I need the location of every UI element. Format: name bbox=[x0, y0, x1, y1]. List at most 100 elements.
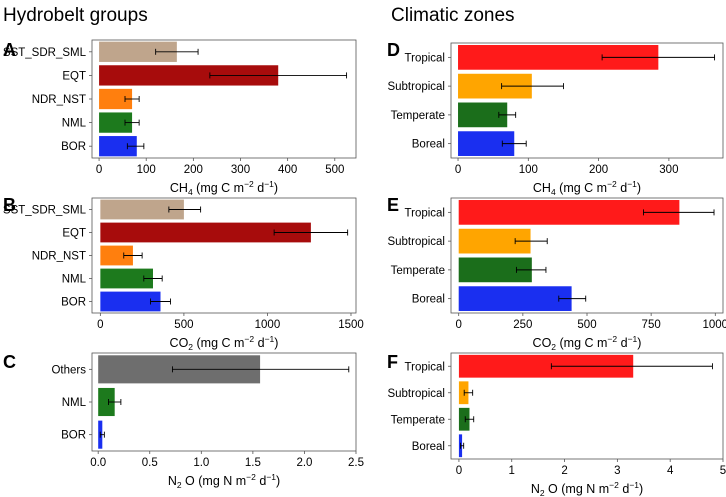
x-axis-label-sup2: −1 bbox=[627, 179, 637, 189]
bar-eqt bbox=[100, 222, 311, 243]
x-tick-label: 500 bbox=[174, 319, 193, 331]
category-label-boreal: Boreal bbox=[412, 294, 445, 306]
error-bar-boreal bbox=[558, 295, 587, 302]
x-tick-label: 1000 bbox=[255, 319, 281, 331]
x-tick-label: 250 bbox=[513, 319, 532, 331]
bar-sst-sdr-sml bbox=[100, 199, 184, 220]
error-bar-tropical bbox=[601, 54, 716, 61]
x-axis-label-sub: 4 bbox=[551, 187, 556, 197]
bar-nml bbox=[98, 387, 115, 417]
plot-frame bbox=[450, 42, 724, 159]
x-tick-label: 100 bbox=[519, 164, 538, 176]
category-label-bor: BOR bbox=[61, 430, 86, 442]
x-axis-label-sub: 2 bbox=[540, 488, 545, 497]
category-label-temperate: Temperate bbox=[391, 265, 445, 277]
x-axis-label-mid: (mg C m bbox=[193, 336, 244, 350]
x-axis-label: N2 O (mg N m−2 d−1) bbox=[168, 472, 280, 490]
bar-ndr-nst bbox=[99, 88, 133, 110]
category-label-boreal: Boreal bbox=[412, 441, 445, 453]
x-axis-label-sup2: −1 bbox=[264, 179, 274, 189]
x-axis-label-pre: CO bbox=[170, 336, 189, 350]
error-bar-subtropical bbox=[463, 389, 474, 396]
category-label-eqt: EQT bbox=[62, 70, 86, 82]
error-bar-nml bbox=[124, 119, 140, 126]
panel-f: F Tropical Subtropical Temperate Boreal 0 1 2 3 4… bbox=[387, 352, 726, 497]
x-tick-label: 300 bbox=[231, 164, 250, 176]
x-axis-label-sup1: −2 bbox=[607, 179, 617, 189]
error-bar-subtropical bbox=[514, 238, 548, 245]
error-bar-eqt bbox=[209, 72, 348, 79]
x-axis-label-sup2: −1 bbox=[266, 472, 276, 482]
bar-subtropical bbox=[458, 381, 469, 405]
bar-eqt bbox=[99, 65, 279, 86]
category-label-subtropical: Subtropical bbox=[387, 388, 445, 400]
bar-bor bbox=[100, 291, 161, 312]
bar-ndr-nst bbox=[100, 245, 133, 266]
bar-boreal bbox=[458, 286, 572, 311]
error-bar-nml bbox=[143, 275, 163, 282]
x-tick-label: 5 bbox=[720, 465, 726, 477]
x-tick-label: 1500 bbox=[338, 319, 364, 331]
x-axis-label-pre: CO bbox=[533, 336, 552, 350]
x-axis-label-sub: 2 bbox=[177, 480, 182, 490]
category-label-tropical: Tropical bbox=[405, 361, 445, 373]
x-axis-label-sup1: −2 bbox=[246, 472, 256, 482]
x-axis-label-post: ) bbox=[276, 474, 280, 488]
error-bar-tropical bbox=[643, 209, 715, 216]
error-bar-bor bbox=[126, 143, 145, 150]
x-tick-label: 1.5 bbox=[245, 457, 261, 469]
error-bar-bor bbox=[150, 298, 171, 305]
error-bar-temperate bbox=[515, 266, 547, 273]
category-label-tropical: Tropical bbox=[405, 207, 445, 219]
category-label-subtropical: Subtropical bbox=[387, 81, 445, 93]
x-axis-label: N2 O (mg N m−2 d−1) bbox=[531, 480, 643, 497]
x-axis-label-mid2: d bbox=[619, 482, 629, 496]
error-bar-eqt bbox=[273, 229, 349, 236]
x-axis-label-mid: O (mg N m bbox=[182, 474, 247, 488]
error-bar-sst-sdr-sml bbox=[155, 48, 199, 55]
category-label-temperate: Temperate bbox=[391, 414, 445, 426]
x-tick-label: 100 bbox=[137, 164, 156, 176]
x-axis-label-sup1: −2 bbox=[244, 334, 254, 344]
error-bar-tropical bbox=[550, 363, 713, 370]
panel-letter-b: B bbox=[3, 195, 16, 215]
panel-letter-c: C bbox=[3, 352, 16, 372]
x-axis-label: CO2 (mg C m−2 d−1) bbox=[533, 334, 642, 352]
x-axis-label-post: ) bbox=[637, 181, 641, 195]
x-axis-label: CH4 (mg C m−2 d−1) bbox=[170, 179, 278, 197]
category-label-boreal: Boreal bbox=[412, 139, 445, 151]
error-bar-temperate bbox=[498, 111, 517, 118]
category-label-bor: BOR bbox=[61, 141, 86, 153]
category-label-bor: BOR bbox=[61, 297, 86, 309]
panel-letter-e: E bbox=[387, 195, 399, 215]
error-bar-boreal bbox=[501, 140, 527, 147]
category-label-eqt: EQT bbox=[62, 228, 86, 240]
bar-nml bbox=[100, 268, 153, 289]
category-label-ndr-nst: NDR_NST bbox=[32, 94, 86, 106]
bar-nml bbox=[99, 112, 133, 133]
panel-d: D Tropical Subtropical Temperate Boreal 0 100 2… bbox=[387, 40, 724, 197]
x-tick-label: 0 bbox=[97, 319, 103, 331]
error-bar-bor bbox=[99, 431, 105, 438]
section-title-hydrobelt: Hydrobelt groups bbox=[3, 5, 148, 26]
category-label-tropical: Tropical bbox=[405, 52, 445, 64]
section-title-climatic: Climatic zones bbox=[391, 5, 515, 26]
x-axis-label-mid: O (mg N m bbox=[545, 482, 610, 496]
x-tick-label: 1000 bbox=[703, 319, 726, 331]
x-tick-label: 0 bbox=[455, 164, 461, 176]
error-bar-nml bbox=[108, 399, 122, 405]
panel-e: E Tropical Subtropical Temperate Boreal 0 250 5… bbox=[387, 195, 726, 352]
category-label-temperate: Temperate bbox=[391, 110, 445, 122]
error-bar-ndr-nst bbox=[123, 252, 143, 259]
x-axis-label-post: ) bbox=[639, 482, 643, 496]
x-axis-label-sub: 2 bbox=[551, 342, 556, 352]
x-axis-label-pre: CH bbox=[170, 181, 188, 195]
x-tick-label: 200 bbox=[589, 164, 608, 176]
error-bar-ndr-nst bbox=[124, 96, 140, 102]
bar-tropical bbox=[458, 354, 634, 378]
x-axis-label-sup2: −1 bbox=[628, 334, 638, 344]
category-label-sst-sdr-sml: SST_SDR_SML bbox=[3, 205, 87, 217]
